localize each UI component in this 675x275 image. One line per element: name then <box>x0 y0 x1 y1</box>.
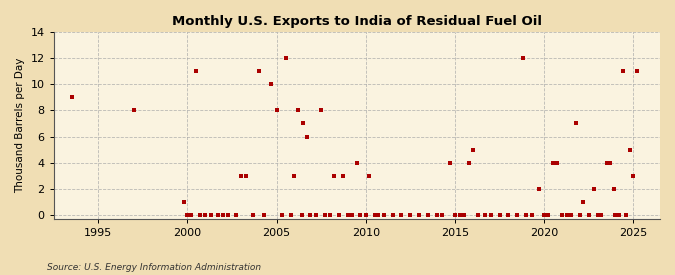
Point <box>423 213 433 217</box>
Point <box>360 213 371 217</box>
Point <box>574 213 585 217</box>
Point <box>387 213 398 217</box>
Point <box>533 187 544 191</box>
Point <box>562 213 572 217</box>
Point <box>266 82 277 86</box>
Point <box>605 161 616 165</box>
Point <box>628 174 639 178</box>
Point <box>205 213 216 217</box>
Point <box>512 213 522 217</box>
Point <box>241 174 252 178</box>
Point <box>464 161 475 165</box>
Point <box>432 213 443 217</box>
Point <box>364 174 375 178</box>
Point <box>566 213 576 217</box>
Point <box>346 213 357 217</box>
Point <box>480 213 491 217</box>
Point <box>450 213 460 217</box>
Point <box>396 213 407 217</box>
Point <box>614 213 624 217</box>
Point <box>191 69 202 73</box>
Point <box>296 213 307 217</box>
Point <box>182 213 193 217</box>
Point <box>305 213 316 217</box>
Point <box>259 213 269 217</box>
Point <box>517 56 528 60</box>
Point <box>373 213 383 217</box>
Point <box>369 213 380 217</box>
Point <box>128 108 139 113</box>
Point <box>66 95 77 100</box>
Point <box>610 213 621 217</box>
Point <box>277 213 288 217</box>
Point <box>578 200 589 204</box>
Point <box>437 213 448 217</box>
Point <box>542 213 553 217</box>
Point <box>328 174 339 178</box>
Point <box>218 213 229 217</box>
Point <box>319 213 330 217</box>
Text: Source: U.S. Energy Information Administration: Source: U.S. Energy Information Administ… <box>47 263 261 272</box>
Point <box>624 147 635 152</box>
Point <box>405 213 416 217</box>
Point <box>298 121 308 126</box>
Point <box>596 213 607 217</box>
Point <box>236 174 246 178</box>
Point <box>414 213 425 217</box>
Point <box>617 69 628 73</box>
Point <box>302 134 313 139</box>
Point <box>310 213 321 217</box>
Point <box>286 213 296 217</box>
Point <box>467 147 478 152</box>
Point <box>378 213 389 217</box>
Point <box>494 213 505 217</box>
Point <box>472 213 483 217</box>
Point <box>455 213 466 217</box>
Point <box>556 213 567 217</box>
Point <box>200 213 211 217</box>
Point <box>178 200 189 204</box>
Point <box>503 213 514 217</box>
Point <box>521 213 532 217</box>
Point <box>547 161 558 165</box>
Point <box>485 213 496 217</box>
Point <box>355 213 366 217</box>
Point <box>621 213 632 217</box>
Point <box>352 161 362 165</box>
Point <box>248 213 259 217</box>
Title: Monthly U.S. Exports to India of Residual Fuel Oil: Monthly U.S. Exports to India of Residua… <box>172 15 542 28</box>
Y-axis label: Thousand Barrels per Day: Thousand Barrels per Day <box>15 58 25 193</box>
Point <box>608 187 619 191</box>
Point <box>194 213 205 217</box>
Point <box>589 187 599 191</box>
Point <box>631 69 642 73</box>
Point <box>583 213 594 217</box>
Point <box>601 161 612 165</box>
Point <box>223 213 234 217</box>
Point <box>539 213 549 217</box>
Point <box>458 213 469 217</box>
Point <box>271 108 282 113</box>
Point <box>292 108 303 113</box>
Point <box>333 213 344 217</box>
Point <box>213 213 223 217</box>
Point <box>289 174 300 178</box>
Point <box>571 121 582 126</box>
Point <box>325 213 335 217</box>
Point <box>592 213 603 217</box>
Point <box>526 213 537 217</box>
Point <box>230 213 241 217</box>
Point <box>338 174 348 178</box>
Point <box>280 56 291 60</box>
Point <box>551 161 562 165</box>
Point <box>444 161 455 165</box>
Point <box>342 213 353 217</box>
Point <box>186 213 196 217</box>
Point <box>316 108 327 113</box>
Point <box>253 69 264 73</box>
